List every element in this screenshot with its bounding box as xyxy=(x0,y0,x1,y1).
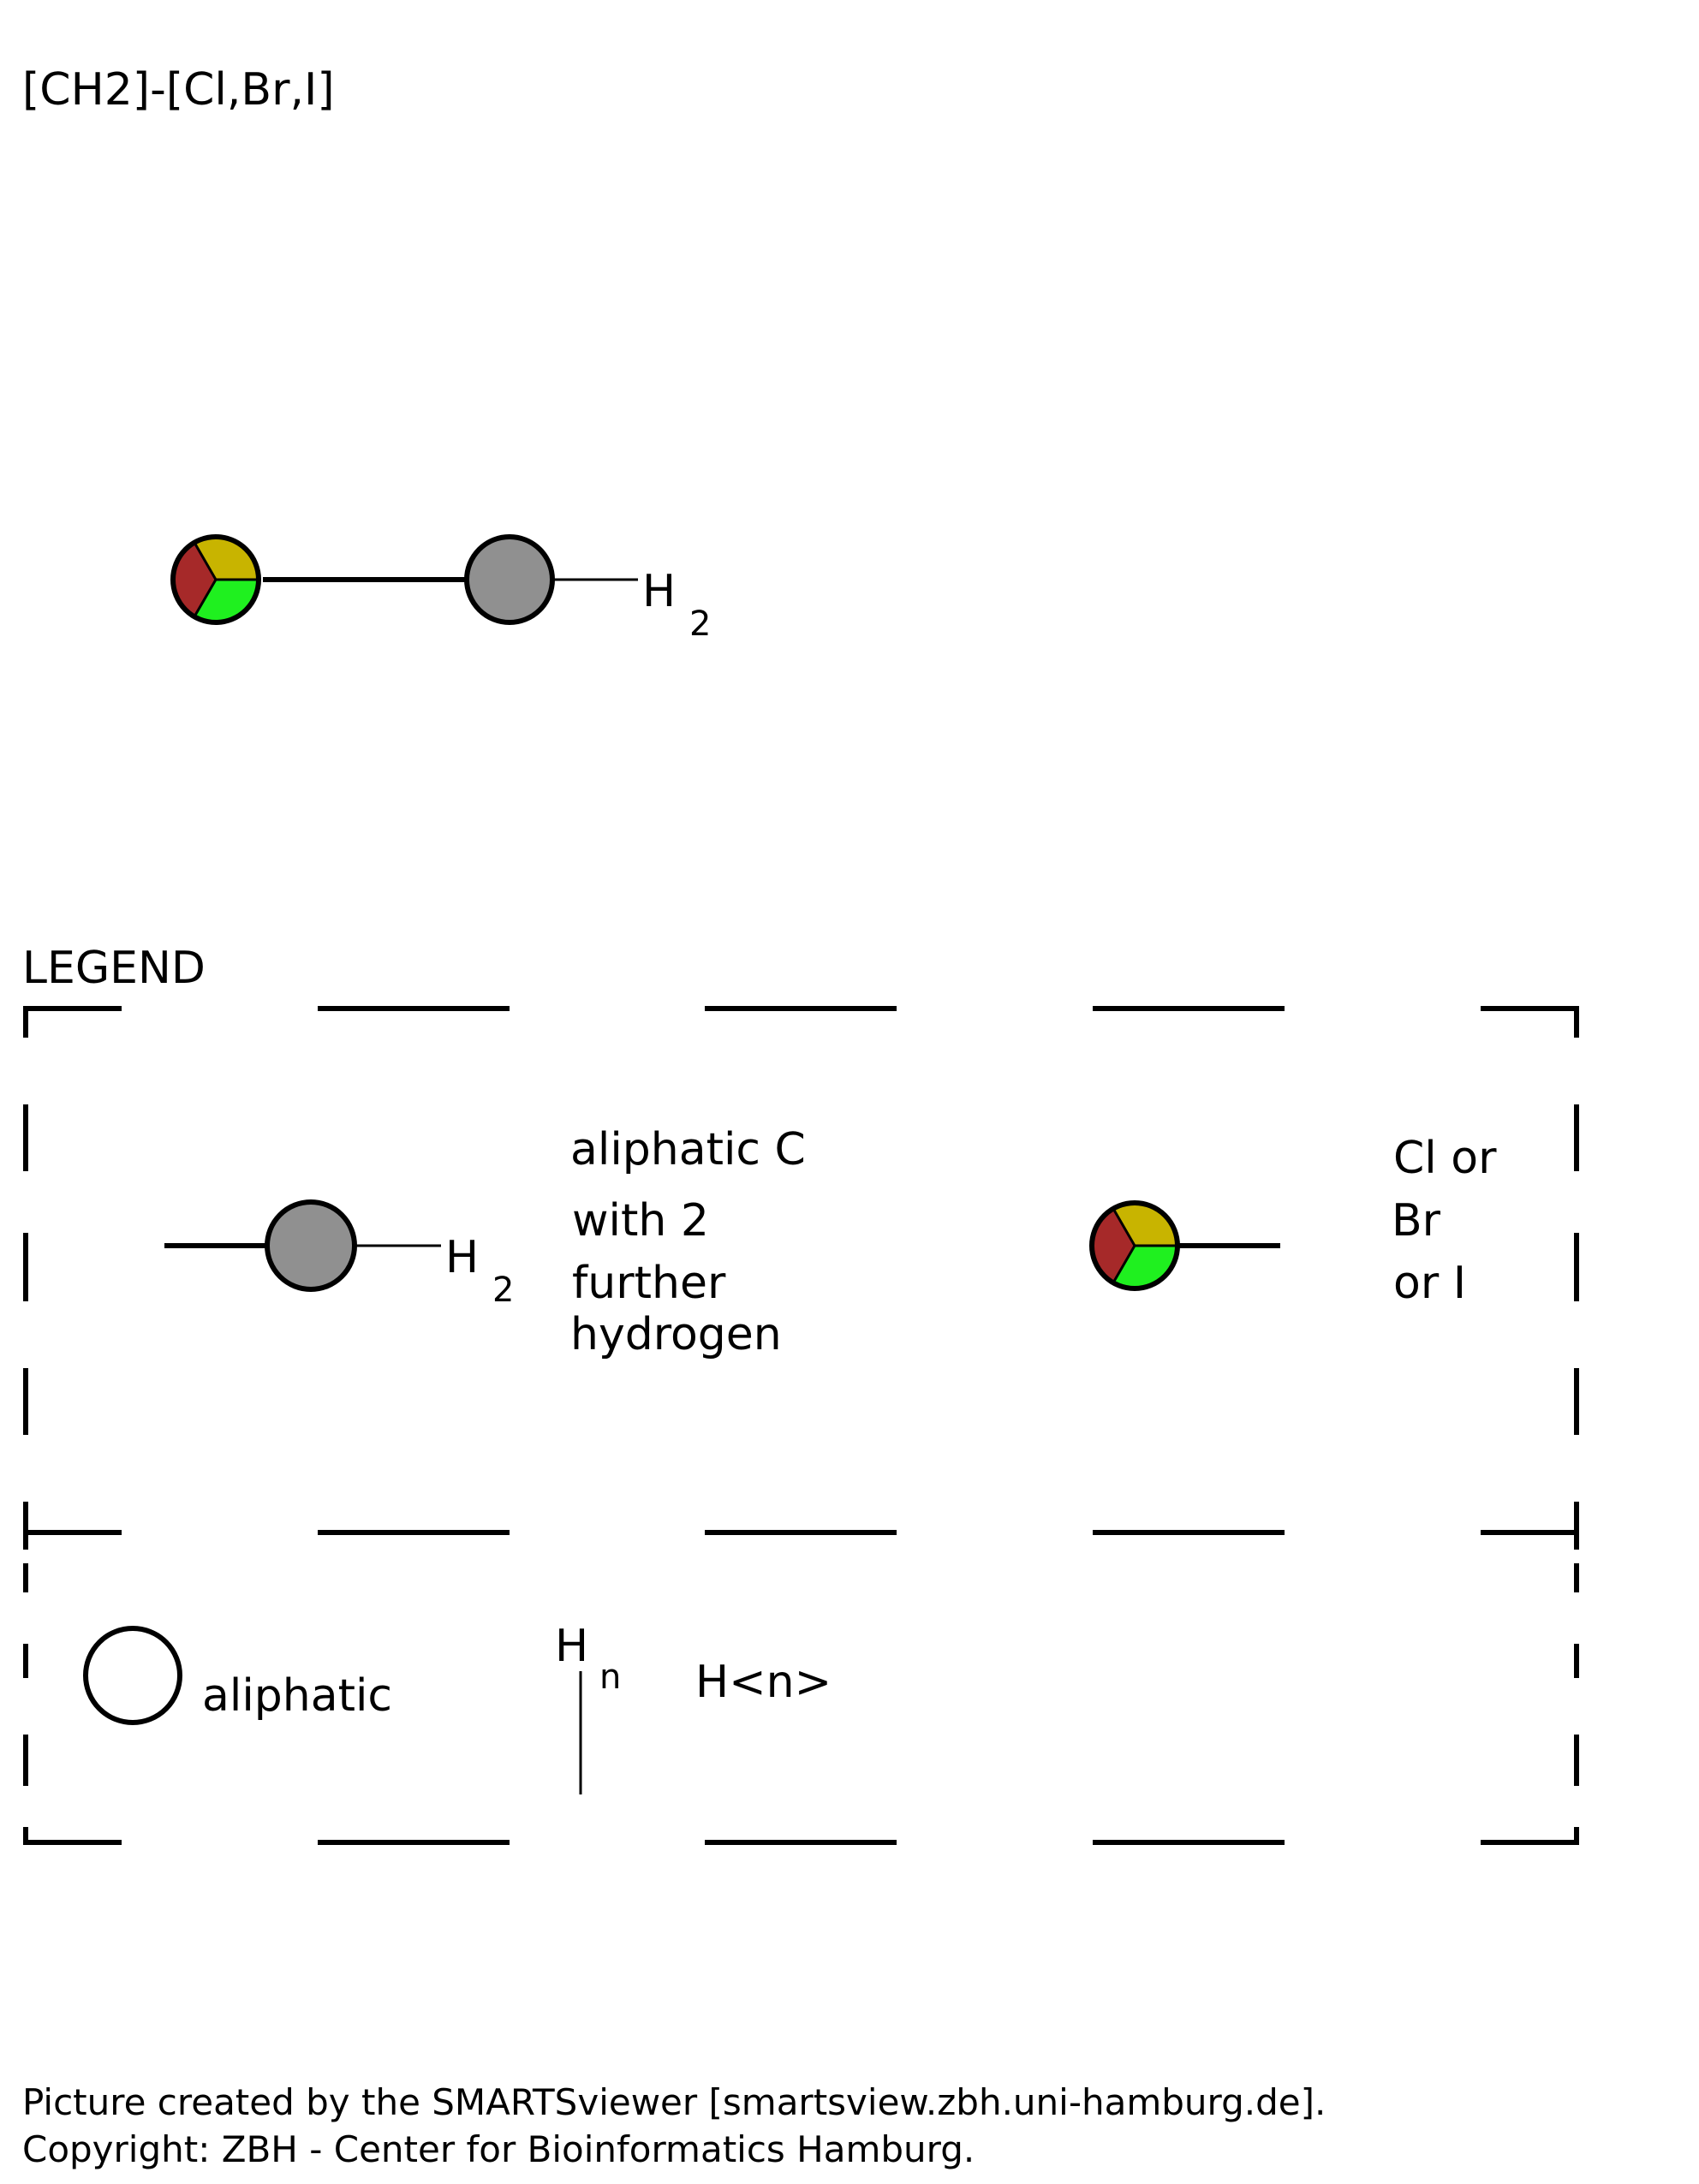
legend-title: LEGEND xyxy=(22,943,206,994)
legend-aliphatic-carbon-icon xyxy=(265,1199,357,1292)
bromine-segment xyxy=(173,542,216,617)
legend-halogen-description-line3: or I xyxy=(1393,1258,1466,1309)
smarts-pattern-title: [CH2]-[Cl,Br,I] xyxy=(22,64,335,116)
legend-hydrogen-description: H<n> xyxy=(695,1657,832,1708)
legend-hydrogen-superscript: n xyxy=(599,1657,621,1697)
hydrogen-label: H xyxy=(642,566,676,617)
legend-hydrogen-label: H xyxy=(445,1232,479,1283)
legend-halogen-description-line1: Cl or xyxy=(1393,1133,1497,1184)
molecule-depiction: H 2 xyxy=(170,534,711,644)
legend-carbon-description-line1: aliphatic C xyxy=(570,1124,806,1175)
legend-bottom-border xyxy=(23,1827,1579,1845)
legend-halogen-description-line2: Br xyxy=(1392,1195,1441,1247)
legend-carbon-description-line2: with 2 xyxy=(572,1195,709,1247)
legend-halogen-atom-icon xyxy=(1089,1200,1180,1291)
legend-hydrogen-symbol: H xyxy=(555,1621,588,1672)
aliphatic-carbon-atom-icon xyxy=(464,534,555,625)
legend-carbon-description-line3: further xyxy=(572,1258,726,1309)
legend-carbon-entry: H 2 aliphatic C with 2 further hydrogen xyxy=(164,1124,806,1360)
hydrogen-count: 2 xyxy=(689,604,711,644)
legend-top-border xyxy=(23,1006,1579,1038)
halogen-atom-icon xyxy=(170,534,261,625)
legend-carbon-description-line4: hydrogen xyxy=(570,1309,782,1360)
legend-box xyxy=(23,1006,1579,1845)
legend-hydrogen-entry: H n H<n> xyxy=(555,1621,832,1794)
footer-copyright-line: Copyright: ZBH - Center for Bioinformati… xyxy=(22,2128,975,2170)
legend-aliphatic-label: aliphatic xyxy=(202,1670,392,1722)
legend-aliphatic-icon xyxy=(83,1626,182,1725)
legend-aliphatic-entry: aliphatic xyxy=(83,1626,392,1725)
footer-credit-line: Picture created by the SMARTSviewer [sma… xyxy=(22,2081,1326,2123)
legend-halogen-entry: Cl or Br or I xyxy=(1089,1133,1497,1309)
legend-hydrogen-count: 2 xyxy=(492,1271,514,1310)
